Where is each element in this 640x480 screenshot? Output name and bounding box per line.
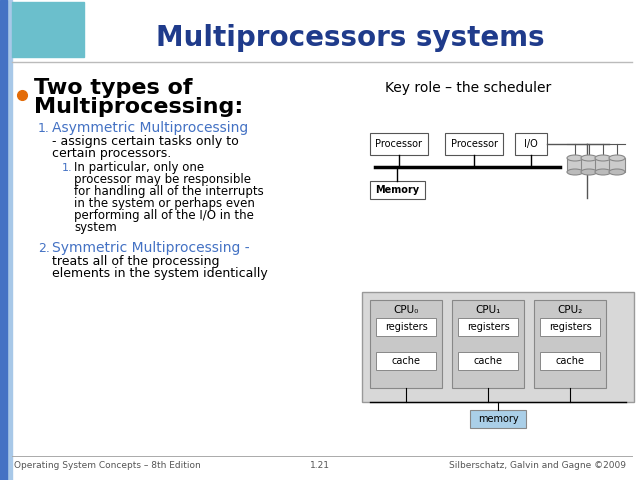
Text: registers: registers	[385, 322, 428, 332]
Text: Silberschatz, Galvin and Gagne ©2009: Silberschatz, Galvin and Gagne ©2009	[449, 461, 626, 470]
Text: Symmetric Multiprocessing -: Symmetric Multiprocessing -	[52, 241, 250, 255]
Bar	[370, 133, 428, 155]
Text: memory: memory	[477, 414, 518, 424]
Bar	[581, 158, 597, 172]
Text: I/O: I/O	[524, 139, 538, 149]
Text: In particular, only one: In particular, only one	[74, 161, 204, 175]
Bar	[458, 318, 518, 336]
Text: Processor: Processor	[451, 139, 497, 149]
Text: Memory: Memory	[376, 185, 420, 195]
Text: cache: cache	[392, 356, 420, 366]
Bar	[445, 133, 503, 155]
Text: Asymmetric Multiprocessing: Asymmetric Multiprocessing	[52, 121, 248, 135]
Text: Key role – the scheduler: Key role – the scheduler	[385, 81, 551, 95]
Bar	[567, 158, 583, 172]
Ellipse shape	[567, 155, 583, 161]
Ellipse shape	[609, 169, 625, 175]
Bar	[452, 300, 524, 388]
Bar	[370, 300, 442, 388]
Bar	[595, 158, 611, 172]
Text: for handling all of the interrupts: for handling all of the interrupts	[74, 185, 264, 199]
Text: cache: cache	[474, 356, 502, 366]
Text: 2.: 2.	[38, 241, 50, 254]
Text: treats all of the processing: treats all of the processing	[52, 255, 220, 268]
Ellipse shape	[595, 169, 611, 175]
Text: system: system	[74, 221, 116, 235]
Text: - assigns certain tasks only to: - assigns certain tasks only to	[52, 135, 239, 148]
Text: 1.: 1.	[38, 121, 50, 134]
Ellipse shape	[609, 155, 625, 161]
Text: CPU₂: CPU₂	[557, 305, 582, 315]
Text: Multiprocessors systems: Multiprocessors systems	[156, 24, 544, 52]
Text: in the system or perhaps even: in the system or perhaps even	[74, 197, 255, 211]
Text: processor may be responsible: processor may be responsible	[74, 173, 251, 187]
Bar	[376, 318, 436, 336]
Text: registers: registers	[548, 322, 591, 332]
Text: elements in the system identically: elements in the system identically	[52, 267, 268, 280]
Bar	[534, 300, 606, 388]
Bar	[7, 0, 12, 480]
Bar	[515, 133, 547, 155]
Bar	[370, 181, 425, 199]
Text: Two types of: Two types of	[34, 78, 193, 98]
Text: performing all of the I/O in the: performing all of the I/O in the	[74, 209, 254, 223]
Bar	[609, 158, 625, 172]
Ellipse shape	[567, 169, 583, 175]
Ellipse shape	[581, 155, 597, 161]
Text: Multiprocessing:: Multiprocessing:	[34, 97, 243, 117]
Text: 1.21: 1.21	[310, 461, 330, 470]
Ellipse shape	[581, 169, 597, 175]
Bar	[12, 2, 84, 57]
Bar	[0, 0, 7, 480]
Bar	[540, 318, 600, 336]
Text: registers: registers	[467, 322, 509, 332]
Text: Processor: Processor	[376, 139, 422, 149]
Text: cache: cache	[556, 356, 584, 366]
Text: 1.: 1.	[62, 163, 72, 173]
Bar	[470, 410, 526, 428]
Bar	[362, 292, 634, 402]
Bar	[458, 352, 518, 370]
Text: Operating System Concepts – 8th Edition: Operating System Concepts – 8th Edition	[14, 461, 201, 470]
Ellipse shape	[595, 155, 611, 161]
Text: certain processors.: certain processors.	[52, 147, 172, 160]
Bar	[540, 352, 600, 370]
Text: CPU₀: CPU₀	[394, 305, 419, 315]
Bar	[376, 352, 436, 370]
Text: CPU₁: CPU₁	[476, 305, 500, 315]
